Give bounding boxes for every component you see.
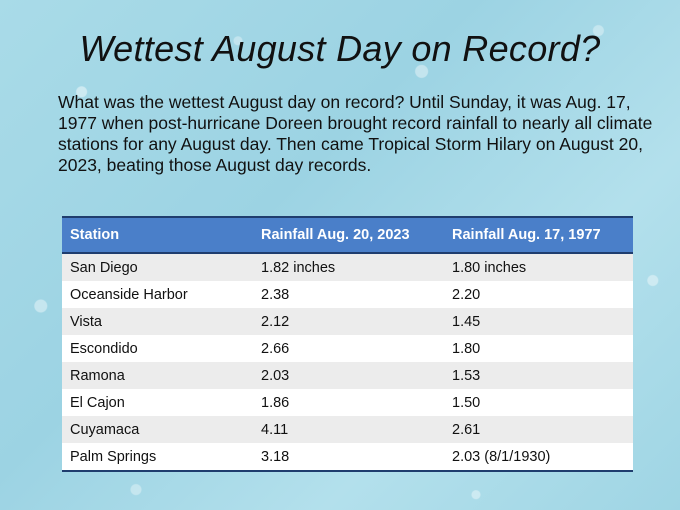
rainfall-1977-cell: 2.03 (8/1/1930) (444, 443, 633, 472)
rainfall-2023-cell: 2.66 (261, 340, 290, 357)
rainfall-2023-cell: 1.82 inches (261, 259, 336, 276)
station-cell: Ramona (70, 367, 125, 384)
intro-paragraph: What was the wettest August day on recor… (58, 92, 653, 175)
rainfall-1977-cell: 1.53 (452, 367, 481, 384)
rainfall-table: Station Rainfall Aug. 20, 2023 Rainfall … (62, 216, 633, 472)
table-row: Escondido 2.66 1.80 (62, 335, 633, 362)
table-row: El Cajon 1.86 1.50 (62, 389, 633, 416)
rainfall-1977-cell: 1.45 (452, 313, 481, 330)
table-row: Ramona 2.03 1.53 (62, 362, 633, 389)
rainfall-2023-cell: 1.86 (261, 394, 290, 411)
header-rainfall-2023: Rainfall Aug. 20, 2023 (253, 216, 444, 254)
table-row: Cuyamaca 4.11 2.61 (62, 416, 633, 443)
slide-title: Wettest August Day on Record? (79, 28, 601, 69)
table-row: San Diego 1.82 inches 1.80 inches (62, 253, 633, 281)
rainfall-1977-cell: 1.50 (452, 394, 481, 411)
station-cell: Cuyamaca (70, 421, 140, 438)
rainfall-2023-cell: 3.18 (253, 443, 444, 472)
station-cell: Oceanside Harbor (70, 286, 188, 303)
station-cell: Escondido (70, 340, 138, 357)
station-cell: Vista (70, 313, 102, 330)
table-row: Oceanside Harbor 2.38 2.20 (62, 281, 633, 308)
table-row: Vista 2.12 1.45 (62, 308, 633, 335)
station-cell: El Cajon (70, 394, 125, 411)
rainfall-2023-cell: 2.38 (261, 286, 290, 303)
station-cell: San Diego (70, 259, 138, 276)
rainfall-1977-cell: 2.61 (452, 421, 481, 438)
rainfall-2023-cell: 2.03 (261, 367, 290, 384)
rainfall-1977-cell: 1.80 inches (452, 259, 527, 276)
rainfall-2023-cell: 2.12 (261, 313, 290, 330)
header-rainfall-1977: Rainfall Aug. 17, 1977 (444, 216, 633, 254)
station-cell: Palm Springs (62, 443, 253, 472)
table-header-row: Station Rainfall Aug. 20, 2023 Rainfall … (62, 216, 633, 254)
rainfall-2023-cell: 4.11 (261, 421, 289, 438)
rainfall-1977-cell: 2.20 (452, 286, 481, 303)
header-station: Station (62, 216, 253, 254)
table-row: Palm Springs 3.18 2.03 (8/1/1930) (62, 443, 633, 472)
rainfall-1977-cell: 1.80 (452, 340, 481, 357)
